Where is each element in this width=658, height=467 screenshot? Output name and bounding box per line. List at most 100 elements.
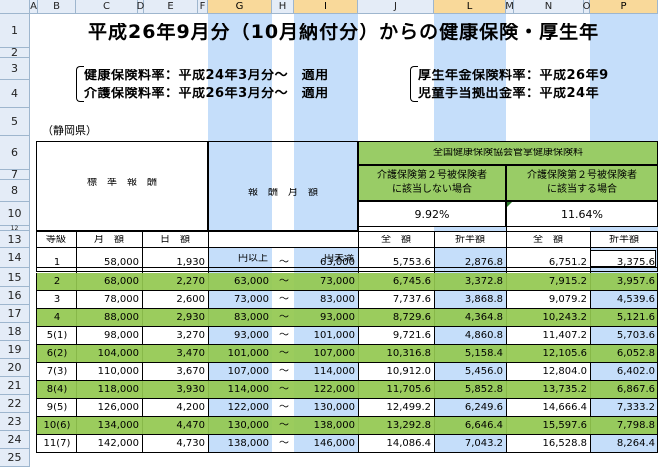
cell-premium-with-care-half[interactable]: 6,052.8 <box>616 349 655 359</box>
row-header-20[interactable]: 20 <box>0 359 30 377</box>
row-header-13[interactable]: 13 <box>0 231 30 248</box>
column-header-p[interactable]: P <box>590 0 658 14</box>
row-header-21[interactable]: 21 <box>0 377 30 395</box>
sheet-grid[interactable]: 平成26年9月分（10月納付分）からの健康保険・厚生年 健康保険料率：平成24年… <box>30 14 658 453</box>
cell-from[interactable]: 130,000 <box>227 421 269 431</box>
cell-grade[interactable]: 2 <box>53 277 61 287</box>
column-header-b[interactable]: B <box>38 0 76 14</box>
cell-premium-no-care-full[interactable]: 10,912.0 <box>386 367 431 377</box>
cell-to[interactable]: 122,000 <box>313 385 355 395</box>
cell-premium-with-care-full[interactable]: 12,105.6 <box>542 349 587 359</box>
cell-premium-no-care-half[interactable]: 3,868.8 <box>464 295 503 305</box>
cell-monthly[interactable]: 118,000 <box>97 385 139 395</box>
cell-monthly[interactable]: 98,000 <box>104 331 139 341</box>
row-header-19[interactable]: 19 <box>0 341 30 359</box>
cell-premium-with-care-half[interactable]: 7,333.2 <box>616 403 655 413</box>
row-header-10[interactable]: 10 <box>0 202 30 226</box>
cell-grade[interactable]: 7(3) <box>46 367 68 377</box>
cell-premium-with-care-half[interactable]: 6,867.6 <box>616 385 655 395</box>
cell-to[interactable]: 114,000 <box>313 367 355 377</box>
row-header-7[interactable]: 7 <box>0 168 30 181</box>
cell-tilde[interactable]: ～ <box>279 258 289 268</box>
cell-premium-with-care-full[interactable]: 6,751.2 <box>548 258 587 268</box>
cell-to[interactable]: 107,000 <box>313 349 355 359</box>
cell-premium-no-care-full[interactable]: 5,753.6 <box>392 258 431 268</box>
cell-grade[interactable]: 11(7) <box>43 439 71 449</box>
row-header-4[interactable]: 4 <box>0 80 30 108</box>
row-header-6[interactable]: 6 <box>0 136 30 170</box>
cell-grade[interactable]: 5(1) <box>46 331 68 341</box>
cell-from[interactable]: 138,000 <box>227 439 269 449</box>
cell-premium-no-care-half[interactable]: 6,249.6 <box>464 403 503 413</box>
cell-premium-with-care-half[interactable]: 3,957.6 <box>616 277 655 287</box>
cell-monthly[interactable]: 104,000 <box>97 349 139 359</box>
cell-tilde[interactable]: ～ <box>279 349 289 359</box>
column-header-h[interactable]: H <box>272 0 294 14</box>
cell-from[interactable]: 93,000 <box>234 331 269 341</box>
row-header-17[interactable]: 17 <box>0 305 30 323</box>
cell-premium-with-care-full[interactable]: 12,804.0 <box>542 367 587 377</box>
cell-grade[interactable]: 1 <box>53 258 61 268</box>
column-header-a[interactable]: A <box>30 0 38 14</box>
cell-premium-no-care-half[interactable]: 3,372.8 <box>464 277 503 287</box>
cell-daily[interactable]: 3,470 <box>176 349 205 359</box>
cell-premium-no-care-half[interactable]: 2,876.8 <box>464 258 503 268</box>
cell-premium-with-care-half[interactable]: 8,264.4 <box>616 439 655 449</box>
cell-monthly[interactable]: 58,000 <box>104 258 139 268</box>
cell-premium-with-care-full[interactable]: 11,407.2 <box>542 331 587 341</box>
cell-from[interactable]: 63,000 <box>234 277 269 287</box>
cell-premium-no-care-full[interactable]: 9,721.6 <box>392 331 431 341</box>
cell-to[interactable]: 138,000 <box>313 421 355 431</box>
cell-premium-no-care-half[interactable]: 5,456.0 <box>464 367 503 377</box>
cell-premium-no-care-full[interactable]: 12,499.2 <box>386 403 431 413</box>
cell-daily[interactable]: 3,930 <box>176 385 205 395</box>
row-header-23[interactable]: 23 <box>0 413 30 431</box>
cell-premium-no-care-full[interactable]: 7,737.6 <box>392 295 431 305</box>
cell-premium-with-care-half[interactable]: 4,539.6 <box>616 295 655 305</box>
cell-premium-with-care-half[interactable]: 5,703.6 <box>616 331 655 341</box>
cell-premium-no-care-full[interactable]: 13,292.8 <box>386 421 431 431</box>
row-header-15[interactable]: 15 <box>0 268 30 287</box>
cell-tilde[interactable]: ～ <box>279 421 289 431</box>
row-header-24[interactable]: 24 <box>0 431 30 449</box>
row-header-16[interactable]: 16 <box>0 287 30 305</box>
row-header-5[interactable]: 5 <box>0 108 30 136</box>
column-header-d[interactable]: D <box>136 0 145 14</box>
cell-premium-with-care-full[interactable]: 16,528.8 <box>542 439 587 449</box>
cell-daily[interactable]: 1,930 <box>176 258 205 268</box>
cell-premium-no-care-full[interactable]: 6,745.6 <box>392 277 431 287</box>
row-header-25[interactable]: 25 <box>0 449 30 467</box>
column-header-f[interactable]: F <box>198 0 208 14</box>
cell-to[interactable]: 63,000 <box>320 258 355 268</box>
cell-premium-with-care-full[interactable]: 15,597.6 <box>542 421 587 431</box>
cell-tilde[interactable]: ～ <box>279 313 289 323</box>
column-header-n[interactable]: N <box>514 0 584 14</box>
cell-premium-no-care-full[interactable]: 11,705.6 <box>386 385 431 395</box>
cell-premium-with-care-half[interactable]: 7,798.8 <box>616 421 655 431</box>
cell-premium-no-care-half[interactable]: 6,646.4 <box>464 421 503 431</box>
row-header-14[interactable]: 14 <box>0 248 30 268</box>
cell-tilde[interactable]: ～ <box>279 295 289 305</box>
cell-premium-with-care-full[interactable]: 10,243.2 <box>542 313 587 323</box>
cell-monthly[interactable]: 78,000 <box>104 295 139 305</box>
row-header-1[interactable]: 1 <box>0 14 30 48</box>
cell-tilde[interactable]: ～ <box>279 367 289 377</box>
cell-to[interactable]: 93,000 <box>320 313 355 323</box>
cell-tilde[interactable]: ～ <box>279 385 289 395</box>
column-header-g[interactable]: G <box>208 0 272 14</box>
cell-to[interactable]: 101,000 <box>313 331 355 341</box>
cell-from[interactable]: 122,000 <box>227 403 269 413</box>
cell-from[interactable]: 83,000 <box>234 313 269 323</box>
cell-monthly[interactable]: 68,000 <box>104 277 139 287</box>
cell-premium-with-care-half[interactable]: 6,402.0 <box>616 367 655 377</box>
cell-premium-no-care-half[interactable]: 5,158.4 <box>464 349 503 359</box>
cell-premium-no-care-full[interactable]: 10,316.8 <box>386 349 431 359</box>
column-header-l[interactable]: L <box>434 0 506 14</box>
cell-to[interactable]: 130,000 <box>313 403 355 413</box>
cell-daily[interactable]: 2,270 <box>176 277 205 287</box>
column-header-m[interactable]: M <box>505 0 514 14</box>
cell-tilde[interactable]: ～ <box>279 277 289 287</box>
cell-premium-with-care-full[interactable]: 9,079.2 <box>548 295 587 305</box>
row-header-8[interactable]: 8 <box>0 180 30 202</box>
cell-premium-no-care-half[interactable]: 4,364.8 <box>464 313 503 323</box>
